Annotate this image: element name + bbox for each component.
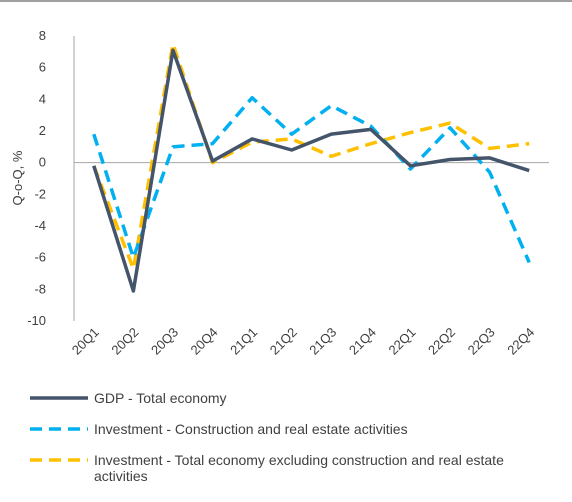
y-tick-label: 2 (39, 123, 46, 138)
x-tick-label: 20Q1 (69, 325, 102, 358)
y-tick-label: 6 (39, 60, 46, 75)
y-tick-label: -6 (34, 250, 46, 265)
legend-label: Investment - Total economy excluding con… (94, 452, 504, 484)
legend-item: Investment - Construction and real estat… (28, 421, 558, 437)
y-tick-label: 8 (39, 28, 46, 43)
series-line (92, 48, 530, 293)
x-tick-label: 21Q1 (227, 325, 260, 358)
x-tick-label: 22Q3 (465, 325, 498, 358)
x-tick-label: 22Q2 (425, 325, 458, 358)
legend-item: Investment - Total economy excluding con… (28, 452, 558, 484)
y-axis-label: Q-o-Q, % (10, 150, 25, 205)
x-tick-label: 22Q1 (385, 325, 418, 358)
y-tick-label: -2 (34, 186, 46, 201)
x-tick-label: 21Q2 (267, 325, 300, 358)
legend-label: GDP - Total economy (94, 390, 227, 406)
legend-swatch (30, 427, 88, 431)
y-tick-label: 4 (39, 91, 46, 106)
y-tick-label: -10 (27, 313, 46, 328)
x-tick-label: 22Q4 (504, 325, 537, 358)
legend-label: Investment - Construction and real estat… (94, 421, 408, 437)
x-tick-label: 20Q3 (148, 325, 181, 358)
x-tick-label: 21Q4 (346, 325, 379, 358)
legend-swatch (30, 458, 88, 462)
y-tick-label: -4 (34, 218, 46, 233)
series-line (92, 96, 531, 264)
y-tick-label: 0 (39, 155, 46, 170)
legend-item: GDP - Total economy (28, 390, 558, 406)
legend: GDP - Total economy Investment - Construc… (28, 390, 558, 499)
series-line (92, 42, 530, 271)
x-tick-label: 20Q4 (188, 325, 221, 358)
x-tick-label: 21Q3 (306, 325, 339, 358)
x-tick-label: 20Q2 (108, 325, 141, 358)
chart: Q-o-Q, % -10 -8 -6 -4 -2 0 2 4 6 8 20Q1 20Q2 20Q3 20Q… (0, 0, 572, 358)
y-tick-label: -8 (34, 281, 46, 296)
legend-swatch (30, 396, 88, 400)
